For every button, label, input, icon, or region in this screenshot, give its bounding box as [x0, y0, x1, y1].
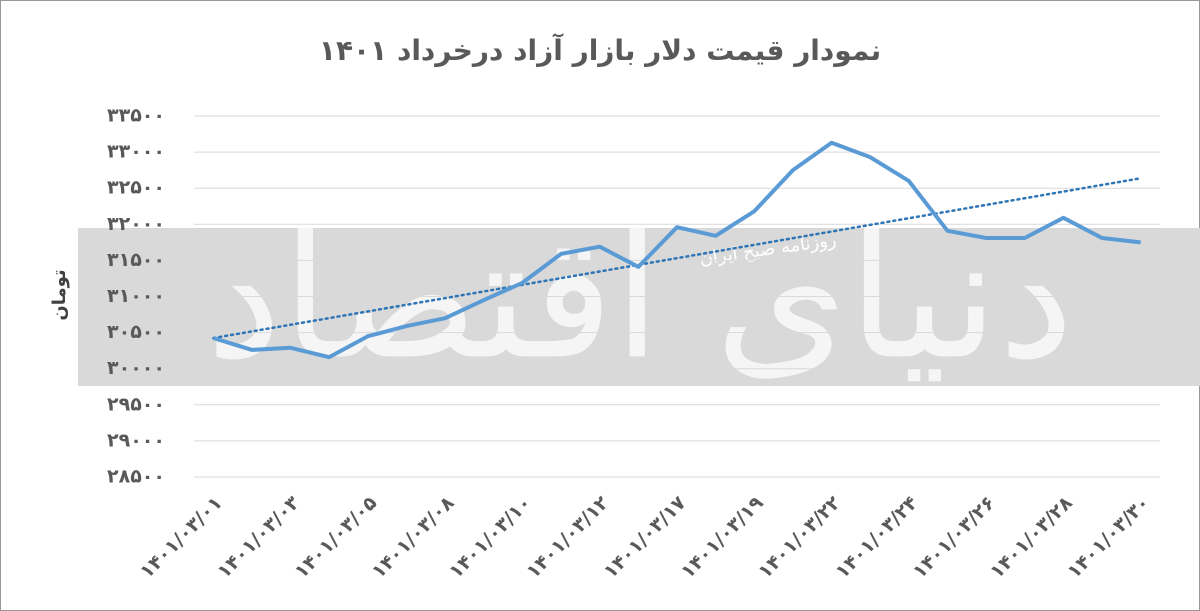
y-tick-label: ۳۱۰۰۰ [107, 285, 165, 307]
chart-title: نمودار قیمت دلار بازار آزاد درخرداد ۱۴۰۱ [319, 33, 881, 67]
y-axis-label: تومان [49, 269, 70, 320]
y-tick-label: ۳۰۰۰۰ [107, 357, 165, 379]
y-tick-label: ۲۹۵۰۰ [107, 393, 165, 415]
y-tick-label: ۳۰۵۰۰ [107, 321, 165, 343]
y-tick-label: ۲۹۰۰۰ [107, 429, 165, 451]
watermark: دنیای اقتصاد [206, 199, 1074, 397]
y-tick-label: ۳۳۵۰۰ [107, 105, 165, 127]
y-tick-label: ۳۳۰۰۰ [107, 141, 165, 163]
trendline [212, 177, 1142, 340]
y-tick-label: ۲۸۵۰۰ [107, 466, 165, 488]
y-tick-label: ۳۱۵۰۰ [107, 249, 165, 271]
watermark-band [78, 228, 1200, 386]
y-tick-label: ۳۲۰۰۰ [107, 213, 165, 235]
price-line [212, 140, 1141, 360]
y-tick-label: ۳۲۵۰۰ [107, 177, 165, 199]
